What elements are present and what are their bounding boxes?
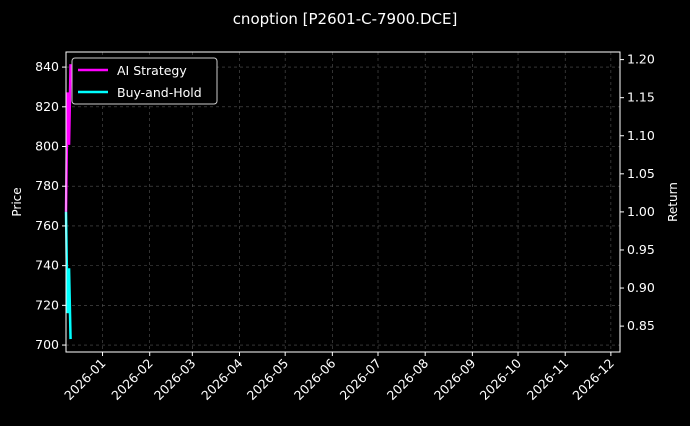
legend-label-buy-and-hold: Buy-and-Hold	[117, 85, 202, 100]
x-tick-label: 2026-03	[151, 356, 199, 404]
left-axis-label: Price	[10, 187, 24, 216]
legend-box	[71, 57, 218, 105]
left-tick-label: 780	[35, 178, 59, 193]
legend-label-ai-strategy: AI Strategy	[117, 63, 187, 78]
x-tick-label: 2026-05	[244, 356, 292, 404]
series-line-buy-and-hold	[64, 211, 72, 340]
x-tick-label: 2026-10	[477, 355, 525, 403]
right-tick-label: 1.05	[627, 166, 655, 181]
legend: AI Strategy Buy-and-Hold	[71, 57, 218, 105]
x-tick-label: 2026-01	[61, 356, 109, 404]
right-tick-label: 1.15	[627, 90, 655, 105]
left-tick-label: 800	[35, 139, 59, 154]
right-axis: 0.85 0.90 0.95 1.00 1.05 1.10 1.15 1.20	[620, 52, 655, 333]
plot-frame	[65, 51, 621, 353]
right-axis-label: Return	[666, 182, 680, 222]
series-lines	[64, 64, 72, 340]
x-tick-label: 2026-04	[198, 355, 246, 403]
right-tick-label: 0.95	[627, 242, 655, 257]
left-tick-label: 700	[35, 337, 59, 352]
left-axis: 700 720 740 760 780 800 820 840	[35, 59, 66, 352]
left-tick-label: 840	[35, 59, 59, 74]
x-tick-label: 2026-02	[108, 356, 156, 404]
left-tick-label: 740	[35, 258, 59, 273]
left-tick-label: 760	[35, 218, 59, 233]
right-tick-label: 0.85	[627, 318, 655, 333]
x-tick-label: 2026-08	[384, 355, 432, 403]
x-tick-label: 2026-11	[524, 356, 572, 404]
x-tick-label: 2026-12	[569, 356, 617, 404]
left-tick-label: 820	[35, 99, 59, 114]
x-tick-label: 2026-07	[337, 356, 385, 404]
right-tick-label: 1.20	[627, 52, 655, 67]
x-tick-label: 2026-09	[431, 355, 479, 403]
x-tick-label: 2026-06	[291, 355, 339, 403]
series-line-ai-strategy	[64, 64, 72, 212]
chart-title: cnoption [P2601-C-7900.DCE]	[233, 10, 458, 28]
right-tick-label: 0.90	[627, 280, 655, 295]
right-tick-label: 1.00	[627, 204, 655, 219]
left-tick-label: 720	[35, 297, 59, 312]
right-tick-label: 1.10	[627, 128, 655, 143]
